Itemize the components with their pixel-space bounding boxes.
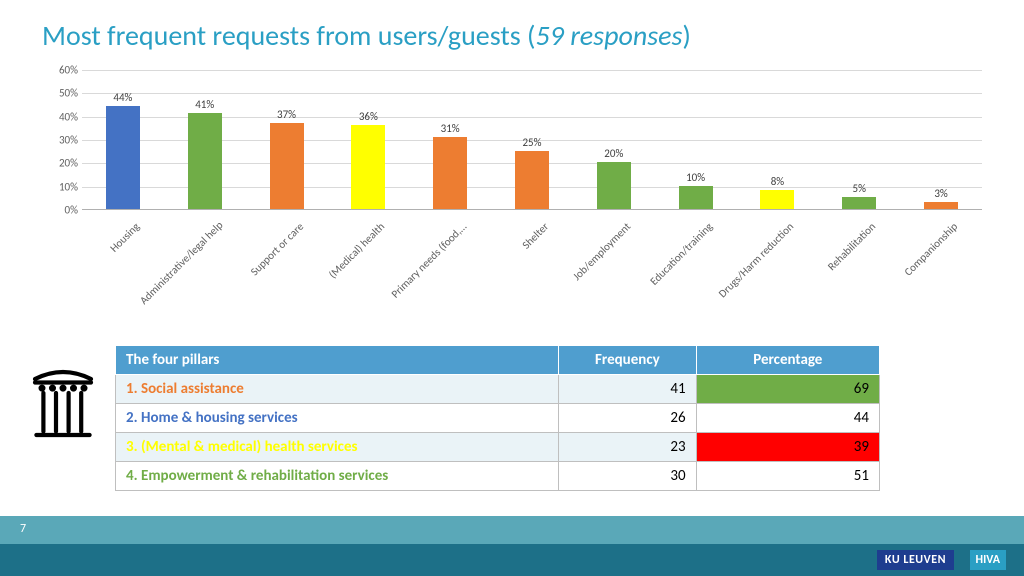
pillar-icon	[28, 360, 98, 440]
table-frequency-cell: 23	[559, 433, 697, 462]
chart-bar: 37%	[270, 108, 304, 209]
chart-bar-rect	[433, 137, 467, 209]
table-percentage-cell: 69	[696, 375, 879, 404]
chart-bar: 3%	[924, 187, 958, 209]
table-frequency-cell: 30	[559, 462, 697, 491]
logo-hiva: HIVA	[970, 550, 1007, 570]
chart-bar: 41%	[188, 98, 222, 209]
table-row: 1. Social assistance4169	[116, 375, 880, 404]
footer: 7 KU LEUVEN HIVA	[0, 516, 1024, 576]
chart-bar: 5%	[842, 182, 876, 209]
chart-xtick: Primary needs (food,…	[382, 220, 469, 307]
table-header-cell: The four pillars	[116, 346, 559, 375]
chart-bar: 31%	[433, 122, 467, 209]
table-percentage-cell: 44	[696, 404, 879, 433]
chart-bar: 8%	[760, 175, 794, 209]
chart-ytick: 50%	[42, 87, 78, 100]
chart-bar-value-label: 44%	[113, 91, 132, 104]
chart-bar-rect	[188, 113, 222, 209]
chart-plot: 44% 41% 37% 36% 31% 25% 20% 10% 8% 5% 3%	[82, 70, 982, 210]
chart-ytick: 20%	[42, 157, 78, 170]
chart-bar-rect	[679, 186, 713, 209]
table-percentage-cell: 39	[696, 433, 879, 462]
table-frequency-cell: 41	[559, 375, 697, 404]
title-suffix: )	[682, 18, 691, 53]
chart-xtick: Drugs/Harm reduction	[710, 220, 797, 307]
chart-ytick: 40%	[42, 110, 78, 123]
table-pillar-cell: 3. (Mental & medical) health services	[116, 433, 559, 462]
title-italic: 59 responses	[536, 18, 683, 53]
chart-xtick: Job/employment	[546, 220, 633, 307]
chart-ytick: 30%	[42, 134, 78, 147]
chart-bar-value-label: 5%	[853, 182, 866, 195]
chart-bar: 25%	[515, 136, 549, 209]
footer-stripe-bottom	[0, 544, 1024, 576]
chart-bar: 44%	[106, 91, 140, 209]
chart-bar-value-label: 37%	[277, 108, 296, 121]
chart-ytick: 60%	[42, 64, 78, 77]
chart-bar-value-label: 31%	[441, 122, 460, 135]
table-row: 2. Home & housing services2644	[116, 404, 880, 433]
chart-gridline	[82, 93, 982, 94]
chart-bar-rect	[760, 190, 794, 209]
page-number: 7	[20, 522, 26, 536]
chart-xtick: Administrative/legal help	[137, 220, 224, 307]
chart-bar-value-label: 36%	[359, 110, 378, 123]
table-percentage-cell: 51	[696, 462, 879, 491]
chart-xtick: (Medical) health	[301, 220, 388, 307]
chart-gridline	[82, 70, 982, 71]
chart-xtick: Education/training	[628, 220, 715, 307]
chart-bar-value-label: 20%	[604, 147, 623, 160]
table-pillar-cell: 4. Empowerment & rehabilitation services	[116, 462, 559, 491]
chart-bar-value-label: 8%	[771, 175, 784, 188]
chart-xtick: Housing	[55, 220, 142, 307]
table-header-cell: Percentage	[696, 346, 879, 375]
chart-bar: 36%	[351, 110, 385, 209]
chart-xtick: Companionship	[873, 220, 960, 307]
chart-bar-value-label: 10%	[686, 171, 705, 184]
chart-xtick: Shelter	[464, 220, 551, 307]
chart-bar-rect	[106, 106, 140, 209]
table-header-cell: Frequency	[559, 346, 697, 375]
table-row: 3. (Mental & medical) health services233…	[116, 433, 880, 462]
chart-bar-rect	[270, 123, 304, 209]
logo-ku-leuven: KU LEUVEN	[877, 550, 954, 570]
chart-bar: 20%	[597, 147, 631, 209]
chart-xtick: Rehabilitation	[791, 220, 878, 307]
chart-bar-value-label: 25%	[522, 136, 541, 149]
chart-ytick: 0%	[42, 204, 78, 217]
chart-bar-value-label: 41%	[195, 98, 214, 111]
table-frequency-cell: 26	[559, 404, 697, 433]
title-prefix: Most frequent requests from users/guests…	[42, 18, 536, 53]
chart-bar-value-label: 3%	[934, 187, 947, 200]
chart-bar-rect	[842, 197, 876, 209]
chart-bar-rect	[924, 202, 958, 209]
chart-ytick: 10%	[42, 180, 78, 193]
chart-bar-rect	[515, 151, 549, 209]
table-pillar-cell: 2. Home & housing services	[116, 404, 559, 433]
table-row: 4. Empowerment & rehabilitation services…	[116, 462, 880, 491]
chart-bar-rect	[351, 125, 385, 209]
footer-stripe-top	[0, 516, 1024, 544]
chart-bar-rect	[597, 162, 631, 209]
pillars-table: The four pillarsFrequencyPercentage1. So…	[115, 345, 880, 491]
chart-xtick: Support or care	[219, 220, 306, 307]
bar-chart: 44% 41% 37% 36% 31% 25% 20% 10% 8% 5% 3% 0% 10% 20% 3…	[42, 70, 992, 320]
page-title: Most frequent requests from users/guests…	[42, 18, 691, 53]
table-pillar-cell: 1. Social assistance	[116, 375, 559, 404]
chart-bar: 10%	[679, 171, 713, 209]
